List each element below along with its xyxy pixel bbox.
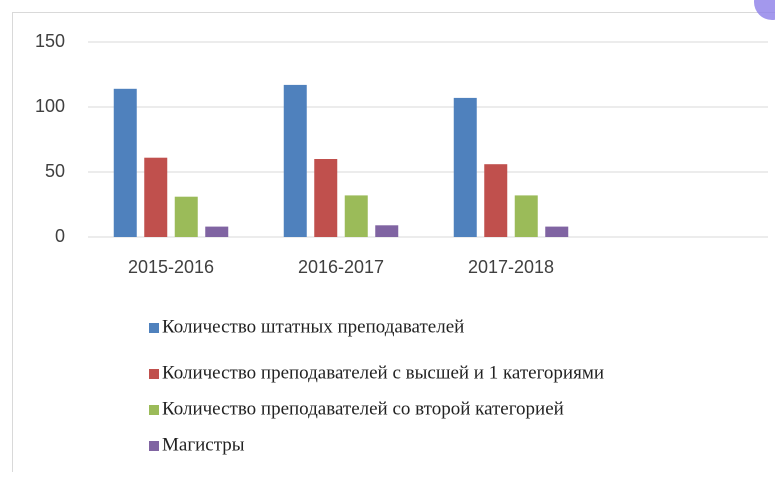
legend-label: Количество штатных преподавателей bbox=[162, 316, 464, 337]
x-tick-label: 2016-2017 bbox=[298, 257, 384, 277]
legend-swatch bbox=[149, 405, 159, 415]
bar bbox=[484, 164, 507, 237]
legend-swatch bbox=[149, 323, 159, 333]
legend-label: Количество преподавателей со второй кате… bbox=[162, 398, 564, 419]
y-tick-label: 150 bbox=[35, 31, 65, 51]
legend-swatch bbox=[149, 369, 159, 379]
y-tick-label: 100 bbox=[35, 96, 65, 116]
bar bbox=[545, 227, 568, 237]
legend-label: Количество преподавателей с высшей и 1 к… bbox=[162, 362, 604, 383]
corner-decoration bbox=[754, 0, 775, 20]
legend-swatch bbox=[149, 441, 159, 451]
bar bbox=[144, 158, 167, 237]
bar bbox=[515, 195, 538, 237]
bar bbox=[114, 89, 137, 237]
legend-label: Магистры bbox=[162, 434, 245, 455]
x-tick-label: 2015-2016 bbox=[128, 257, 214, 277]
bar bbox=[284, 85, 307, 237]
x-tick-label: 2017-2018 bbox=[468, 257, 554, 277]
bar bbox=[454, 98, 477, 237]
y-tick-label: 50 bbox=[45, 161, 65, 181]
bar bbox=[175, 197, 198, 237]
y-tick-label: 0 bbox=[55, 226, 65, 246]
bar bbox=[205, 227, 228, 237]
bar bbox=[345, 195, 368, 237]
bar bbox=[375, 225, 398, 237]
bar bbox=[314, 159, 337, 237]
